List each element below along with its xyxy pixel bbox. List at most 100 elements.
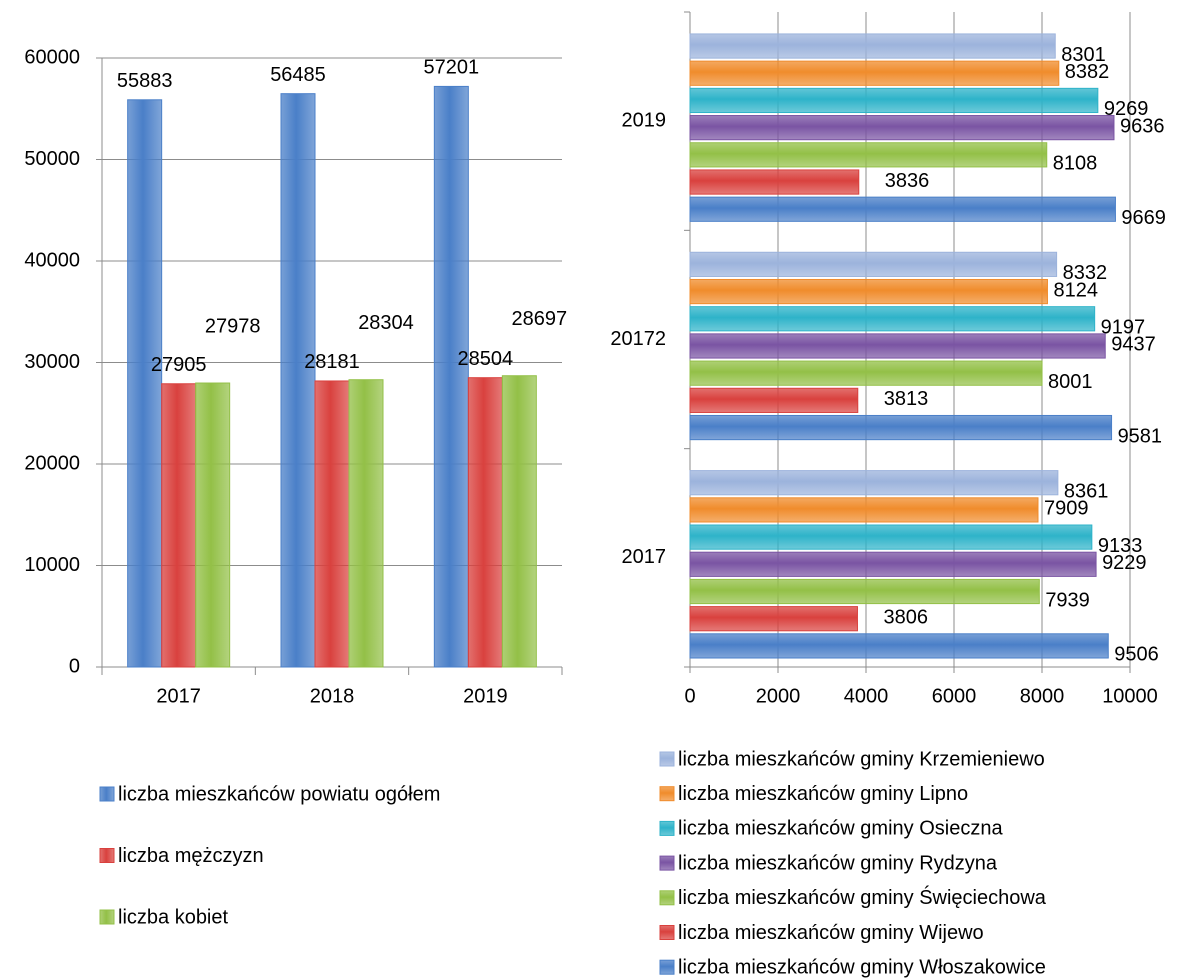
legend-label: liczba mieszkańców gminy Krzemieniewo [678, 748, 1045, 770]
bar [689, 387, 859, 413]
legend-label: liczba mieszkańców gminy Wijewo [678, 922, 984, 944]
data-label: 8332 [1063, 262, 1108, 284]
data-label: 27905 [151, 354, 207, 376]
data-label: 28181 [304, 351, 360, 373]
data-label: 3836 [885, 170, 930, 192]
data-label: 9197 [1101, 317, 1146, 339]
bar [689, 551, 1097, 577]
bar [348, 379, 384, 668]
data-label: 28304 [358, 312, 414, 334]
bar [280, 93, 316, 668]
data-label: 9229 [1102, 552, 1147, 574]
bar [689, 578, 1040, 605]
y-tick-label: 10000 [24, 554, 80, 576]
legend-label: liczba mieszkańców gminy Lipno [678, 783, 968, 805]
data-label: 27978 [205, 315, 261, 337]
legend-swatch [659, 890, 675, 906]
data-label: 3813 [884, 388, 929, 410]
x-tick-label: 0 [684, 685, 695, 707]
data-label: 8382 [1065, 61, 1110, 83]
legend-swatch [659, 925, 675, 940]
y-tick-label: 30000 [24, 351, 80, 373]
bar [689, 251, 1058, 277]
y-tick-label: 2019 [622, 109, 667, 131]
x-tick-label: 6000 [932, 685, 977, 707]
x-tick-label: 2000 [756, 685, 801, 707]
y-tick-label: 20000 [24, 452, 80, 474]
data-label: 9133 [1098, 535, 1143, 557]
bar [689, 142, 1048, 168]
legend-label: liczba mieszkańców gminy Rydzyna [678, 852, 998, 874]
x-tick-label: 2017 [156, 685, 201, 707]
x-tick-label: 10000 [1102, 685, 1158, 707]
bar [501, 375, 537, 668]
bar [314, 380, 350, 668]
legend-label: liczba kobiet [118, 906, 229, 928]
data-label: 7909 [1044, 498, 1089, 520]
y-tick-label: 60000 [24, 46, 80, 68]
data-label: 9506 [1114, 644, 1159, 666]
data-label: 9581 [1118, 425, 1163, 447]
bar [127, 99, 163, 668]
legend-swatch [99, 909, 115, 925]
data-label: 9669 [1121, 207, 1166, 229]
bar [195, 382, 231, 668]
bar [689, 115, 1115, 141]
legend-label: liczba mieszkańców gminy Włoszakowice [678, 956, 1046, 978]
data-label: 55883 [117, 70, 173, 92]
data-label: 9636 [1120, 115, 1165, 137]
data-label: 28504 [458, 348, 514, 370]
x-tick-label: 2018 [310, 685, 355, 707]
y-tick-label: 50000 [24, 148, 80, 170]
legend-swatch [659, 855, 675, 871]
data-label: 9269 [1104, 98, 1149, 120]
legend-label: liczba mieszkańców powiatu ogółem [118, 783, 440, 805]
legend-label: liczba mieszkańców gminy Święciechowa [678, 885, 1047, 909]
legend-swatch [659, 959, 675, 975]
bar [689, 60, 1060, 86]
legend-swatch [99, 786, 115, 802]
bar [689, 333, 1106, 359]
legend-label: liczba mieszkańców gminy Osieczna [678, 818, 1003, 840]
data-label: 3806 [883, 606, 928, 628]
legend-swatch [659, 820, 675, 836]
bar [689, 606, 858, 632]
bar [689, 497, 1039, 523]
bar [689, 196, 1116, 222]
bar [689, 306, 1096, 332]
data-label: 28697 [512, 308, 568, 330]
data-label: 8301 [1061, 44, 1106, 66]
y-tick-label: 2017 [622, 546, 667, 568]
bar [161, 383, 197, 668]
bar [689, 524, 1093, 550]
bar [689, 33, 1056, 59]
bar [689, 278, 1048, 305]
bar [689, 633, 1109, 659]
data-label: 7939 [1045, 589, 1090, 611]
bar [689, 169, 860, 195]
legend-swatch [659, 751, 675, 767]
x-tick-label: 4000 [844, 685, 889, 707]
legend-swatch [99, 848, 115, 863]
data-label: 9437 [1111, 334, 1156, 356]
y-tick-label: 0 [69, 655, 80, 677]
bar [689, 87, 1099, 114]
y-tick-label: 40000 [24, 249, 80, 271]
legend-swatch [659, 786, 675, 802]
data-label: 57201 [424, 57, 480, 79]
data-label: 56485 [270, 64, 326, 86]
bar [467, 377, 503, 668]
x-tick-label: 8000 [1020, 685, 1065, 707]
data-label: 8361 [1064, 480, 1109, 502]
y-tick-label: 20172 [610, 328, 666, 350]
bar [689, 360, 1043, 386]
bar [689, 414, 1113, 441]
data-label: 8124 [1053, 279, 1098, 301]
x-tick-label: 2019 [463, 685, 508, 707]
bar [689, 470, 1059, 496]
data-label: 8108 [1053, 153, 1098, 175]
data-label: 8001 [1048, 371, 1093, 393]
legend-label: liczba mężczyzn [118, 845, 264, 867]
bar [433, 85, 469, 668]
